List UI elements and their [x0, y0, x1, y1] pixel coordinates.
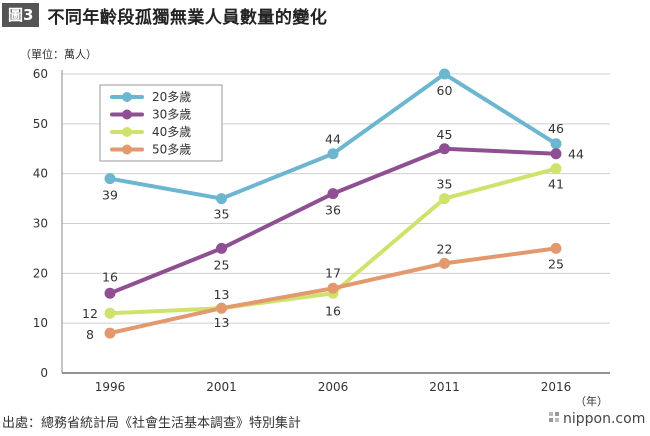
- data-label: 35: [214, 207, 230, 222]
- data-label: 16: [102, 269, 118, 284]
- x-tick-label: 2001: [206, 380, 237, 394]
- data-label: 44: [568, 147, 584, 162]
- y-tick-label: 30: [33, 217, 48, 231]
- nippon-logo-icon: [548, 411, 560, 427]
- legend-swatch-marker: [122, 109, 132, 120]
- data-point: [216, 242, 227, 254]
- data-point: [550, 242, 562, 254]
- y-tick-label: 50: [33, 117, 48, 131]
- data-label: 25: [214, 257, 230, 272]
- data-point: [327, 282, 339, 294]
- data-label: 35: [437, 177, 453, 192]
- legend-label: 50多歲: [152, 143, 191, 157]
- data-point: [550, 138, 562, 150]
- data-label: 36: [325, 203, 341, 218]
- x-tick-label: 1996: [95, 380, 126, 394]
- y-tick-label: 20: [33, 266, 48, 280]
- legend-label: 20多歲: [152, 90, 191, 104]
- data-point: [216, 302, 227, 314]
- data-label: 17: [325, 265, 341, 280]
- figure-label: 圖3: [2, 3, 40, 27]
- data-point: [104, 327, 116, 339]
- data-point: [439, 68, 450, 80]
- data-label: 25: [548, 256, 564, 271]
- data-label: 13: [214, 315, 230, 330]
- y-tick-label: 10: [33, 316, 48, 330]
- data-point: [439, 193, 450, 205]
- legend-swatch-marker: [122, 144, 132, 155]
- data-point: [104, 307, 116, 319]
- legend-label: 40多歲: [152, 125, 191, 139]
- data-point: [439, 143, 450, 155]
- data-label: 44: [325, 132, 341, 147]
- x-tick-label: 2006: [318, 380, 349, 394]
- data-label: 16: [325, 303, 341, 318]
- data-point: [327, 148, 339, 160]
- legend-swatch-marker: [122, 127, 132, 137]
- y-tick-label: 60: [33, 67, 48, 81]
- data-label: 60: [437, 83, 453, 98]
- chart-title: 不同年齡段孤獨無業人員數量的變化: [47, 7, 328, 28]
- data-point: [550, 163, 562, 175]
- data-point: [104, 173, 116, 185]
- data-label: 45: [437, 127, 453, 142]
- data-label: 41: [548, 177, 564, 192]
- data-point: [327, 188, 339, 200]
- x-tick-label: 2011: [429, 380, 460, 394]
- data-label: 39: [102, 188, 118, 203]
- brand-logo: nippon.com: [548, 411, 645, 427]
- y-axis-title: （單位：萬人）: [20, 47, 97, 61]
- data-label: 46: [548, 121, 564, 136]
- source-note: 出處：總務省統計局《社會生活基本調查》特別集計: [2, 416, 302, 431]
- data-label: 12: [82, 306, 98, 321]
- data-point: [439, 257, 450, 269]
- legend-label: 30多歲: [152, 108, 191, 122]
- x-axis-title: （年）: [575, 394, 608, 408]
- brand-text: nippon.com: [563, 411, 646, 427]
- x-tick-label: 2016: [541, 380, 572, 394]
- data-label: 8: [86, 327, 94, 342]
- data-point: [550, 148, 562, 160]
- y-tick-label: 0: [40, 366, 48, 380]
- y-tick-label: 40: [33, 167, 48, 181]
- data-point: [216, 193, 227, 205]
- data-point: [104, 287, 116, 299]
- legend-swatch-marker: [122, 92, 132, 102]
- data-label: 13: [214, 287, 230, 302]
- chart-header: 圖3 不同年齡段孤獨無業人員數量的變化: [2, 3, 328, 28]
- data-label: 22: [437, 241, 453, 256]
